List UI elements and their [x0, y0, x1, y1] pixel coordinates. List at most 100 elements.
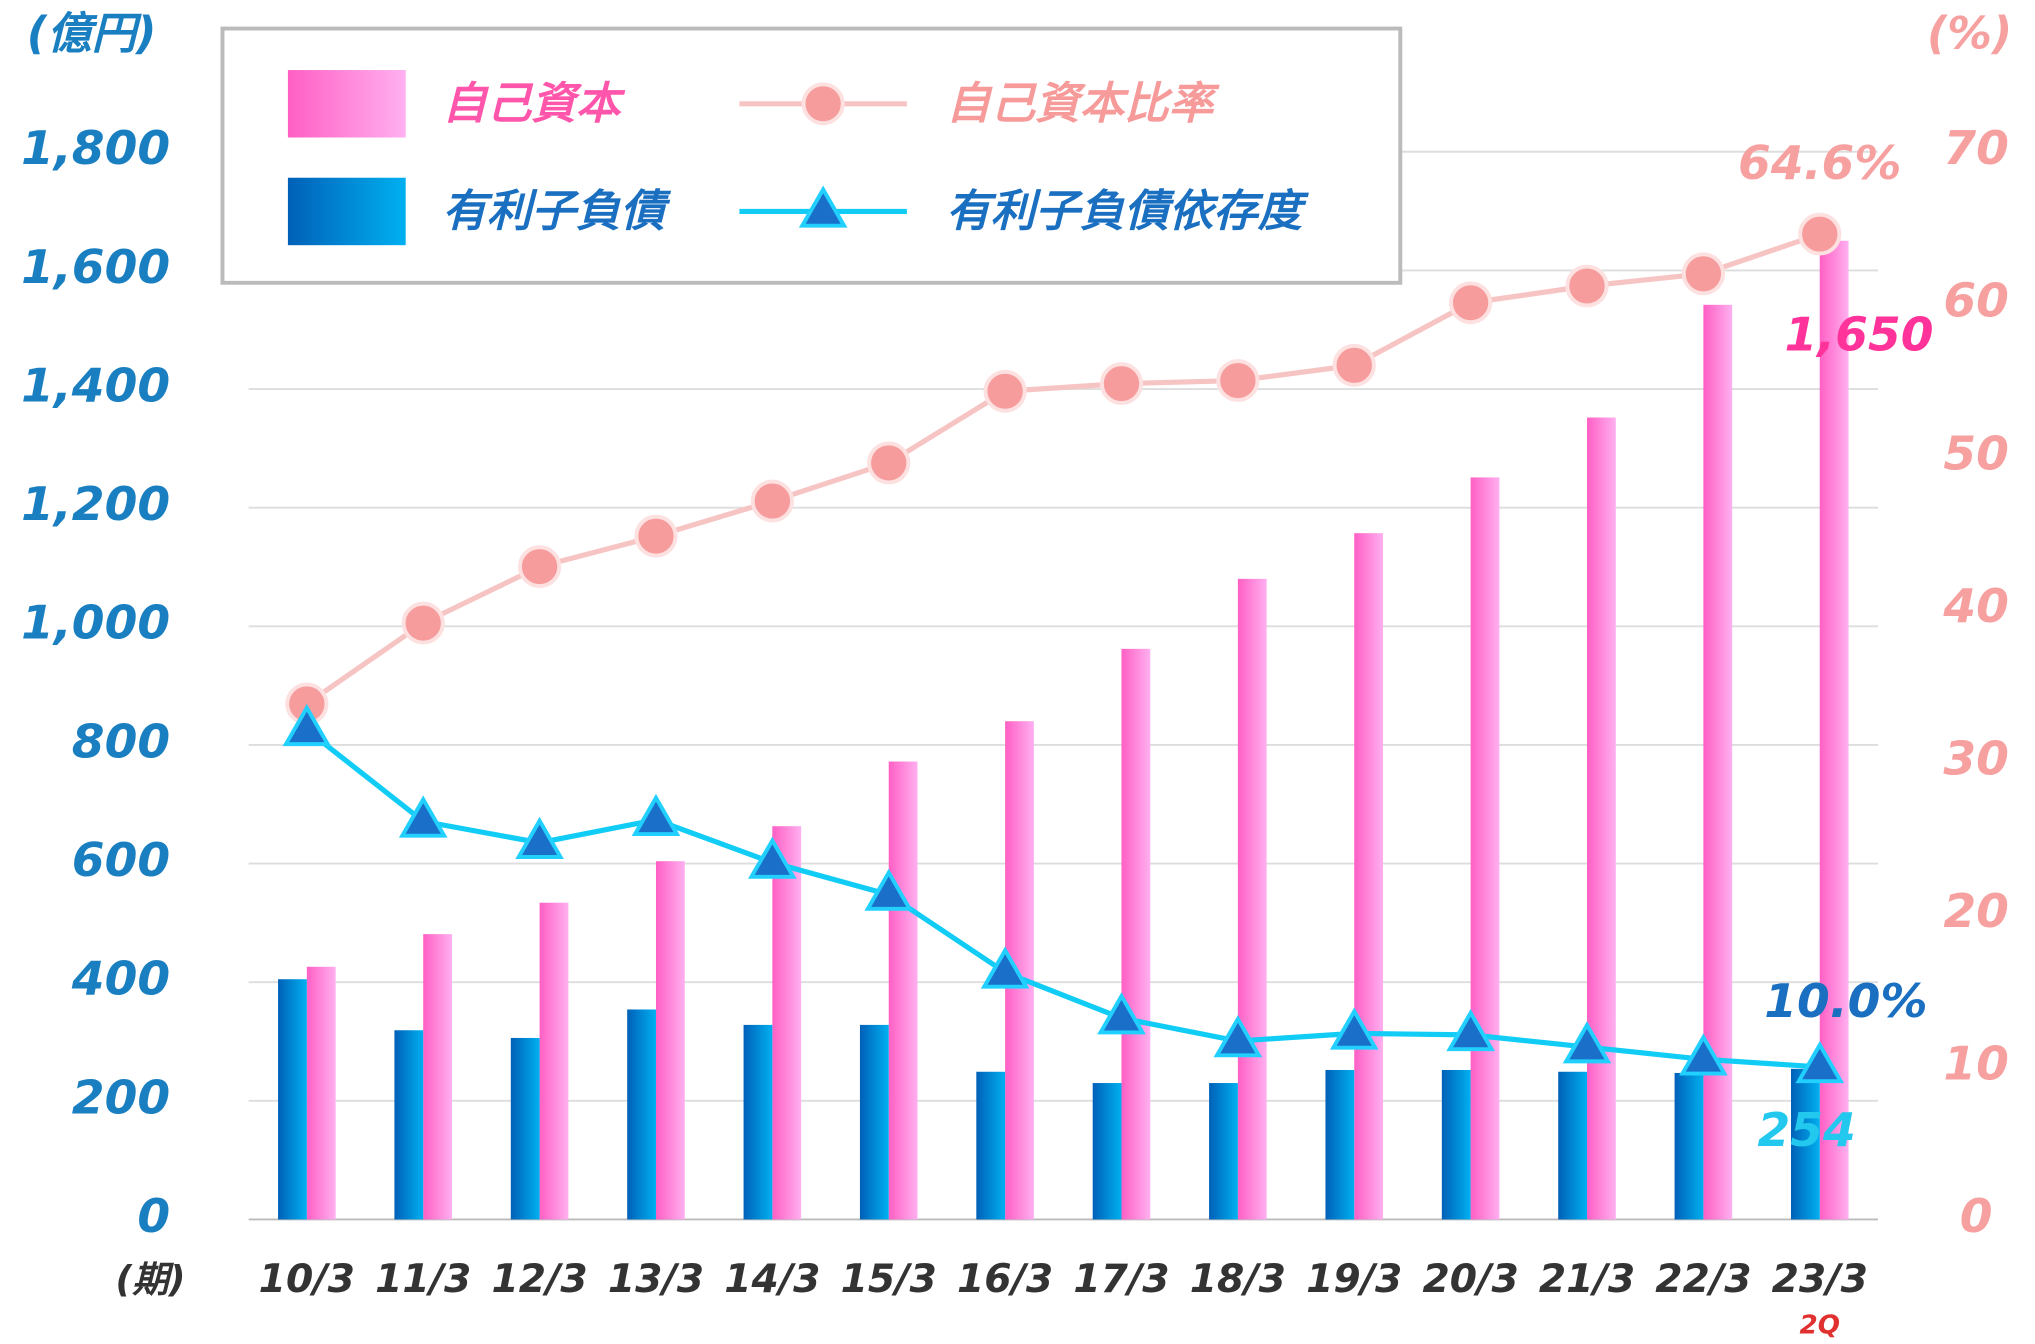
bar [423, 934, 453, 1220]
y-tick-label: 1,600 [21, 240, 170, 295]
bar [1441, 1069, 1471, 1220]
y2-tick-label: 60 [1943, 274, 2009, 329]
marker [867, 441, 911, 485]
marker [634, 514, 678, 558]
marker [1446, 1008, 1495, 1052]
bar [627, 1009, 656, 1220]
legend-label: 有利子負債依存度 [946, 186, 1310, 237]
bar [1587, 417, 1616, 1220]
bar [1470, 477, 1500, 1220]
bar [1237, 578, 1267, 1220]
bar [655, 861, 685, 1220]
legend-marker [798, 185, 848, 228]
marker [1795, 1040, 1845, 1084]
marker [1099, 362, 1144, 406]
x-tick-label: 20/3 [1422, 1257, 1518, 1302]
marker [1449, 281, 1493, 325]
bar [278, 979, 307, 1220]
legend-label: 自己資本比率 [946, 79, 1220, 130]
marker [1329, 1007, 1379, 1050]
y2-unit: (%) [1927, 8, 2012, 59]
y-tick-label: 1,400 [21, 359, 170, 414]
bar [1354, 533, 1384, 1220]
marker [748, 836, 797, 879]
bar [1121, 648, 1151, 1220]
y2-tick-label: 40 [1942, 579, 2009, 634]
legend-swatch [287, 70, 406, 138]
marker [518, 545, 562, 589]
bar [539, 902, 569, 1220]
x-tick-label: 18/3 [1190, 1257, 1286, 1302]
bar [510, 1037, 540, 1220]
marker [1679, 1033, 1728, 1076]
bar [772, 826, 802, 1220]
marker [515, 816, 564, 859]
bar [976, 1071, 1006, 1220]
marker [1681, 252, 1725, 296]
x-tick-label: 19/3 [1306, 1257, 1402, 1302]
x-tick-label: 10/3 [259, 1257, 355, 1302]
bar [888, 761, 918, 1220]
marker [864, 868, 914, 911]
x-tick-label: 16/3 [957, 1257, 1053, 1302]
x-tick-label: 22/3 [1655, 1257, 1751, 1302]
marker [1097, 992, 1146, 1035]
x-tick-label: 15/3 [841, 1257, 937, 1302]
bar [859, 1024, 889, 1220]
marker [1332, 343, 1376, 387]
bar [306, 966, 336, 1220]
y-tick-label: 800 [72, 715, 170, 770]
marker [750, 479, 794, 523]
x-tick-label: 13/3 [608, 1257, 704, 1302]
bar [1558, 1071, 1588, 1220]
y-tick-label: 0 [137, 1189, 170, 1244]
x-tick-label: 23/3 [1772, 1257, 1868, 1302]
bar [1703, 304, 1733, 1220]
y-tick-label: 200 [72, 1070, 170, 1125]
y2-tick-label: 50 [1943, 426, 2009, 481]
y-tick-label: 1,200 [21, 477, 170, 532]
marker [1565, 264, 1609, 308]
marker [401, 601, 445, 645]
legend-swatch [287, 177, 406, 246]
data-label: 10.0% [1764, 974, 1927, 1029]
x-tick-label: 12/3 [491, 1257, 587, 1302]
x-tick-label: 21/3 [1539, 1257, 1635, 1302]
y-tick-label: 1,000 [21, 596, 170, 651]
bar [394, 1030, 424, 1220]
data-label: 1,650 [1785, 308, 1934, 363]
marker [1798, 212, 1842, 256]
x-tick-label: 14/3 [724, 1257, 820, 1302]
legend-box [220, 26, 1403, 285]
legend-label: 有利子負債 [442, 186, 671, 237]
y2-tick-label: 70 [1943, 121, 2009, 176]
bar [743, 1024, 773, 1220]
marker [983, 369, 1027, 413]
marker [1562, 1021, 1612, 1064]
bar [1674, 1072, 1704, 1220]
x-unit: (期) [115, 1258, 185, 1301]
data-label: 64.6% [1738, 136, 1901, 191]
line [305, 727, 1820, 1070]
legend-marker [801, 82, 845, 126]
marker [398, 795, 448, 838]
marker [631, 793, 681, 837]
marker [980, 946, 1030, 989]
marker [282, 703, 332, 747]
marker [1213, 1015, 1263, 1058]
y-tick-label: 600 [72, 833, 170, 888]
bar [1790, 1068, 1820, 1220]
bar [1092, 1083, 1122, 1220]
y2-tick-label: 20 [1943, 884, 2009, 939]
y2-tick-label: 30 [1943, 732, 2009, 787]
marker [1216, 359, 1260, 402]
y-tick-label: 400 [71, 952, 170, 1007]
y-tick-label: 1,800 [21, 121, 170, 176]
x-tick-label: 11/3 [375, 1257, 471, 1302]
y2-tick-label: 10 [1943, 1037, 2009, 1092]
annotation: 2Q [1800, 1310, 1840, 1340]
y2-tick-label: 0 [1960, 1189, 1993, 1244]
data-label: 254 [1758, 1103, 1856, 1158]
bar [1325, 1069, 1355, 1220]
